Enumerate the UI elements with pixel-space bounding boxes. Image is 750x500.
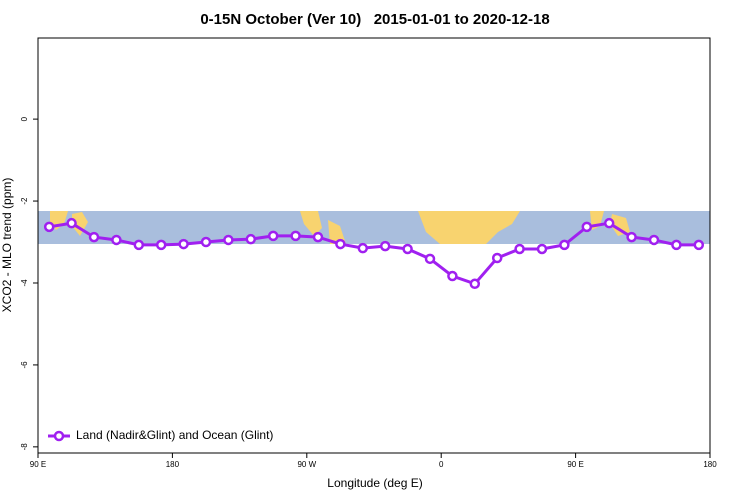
y-tick-label: 0	[20, 116, 29, 121]
data-point	[379, 240, 391, 252]
data-point	[536, 243, 548, 255]
data-point	[559, 239, 570, 251]
x-tick-label: 180	[166, 460, 180, 469]
chart-title: 0-15N October (Ver 10) 2015-01-01 to 202…	[200, 11, 549, 28]
data-point	[357, 242, 369, 254]
land	[610, 214, 630, 236]
data-point	[648, 234, 660, 246]
data-point	[491, 252, 503, 264]
data-point	[603, 217, 615, 229]
land	[300, 211, 322, 236]
data-point	[514, 243, 525, 255]
data-point	[447, 270, 458, 282]
y-axis-label: XCO2 - MLO trend (ppm)	[0, 178, 14, 313]
data-point	[424, 253, 436, 265]
land	[418, 211, 520, 244]
y-tick-label: -2	[20, 197, 29, 205]
land	[72, 212, 88, 236]
data-point	[200, 236, 212, 248]
x-tick-label: 90 E	[567, 460, 583, 469]
x-tick-label: 180	[703, 460, 717, 469]
data-point	[312, 231, 324, 243]
y-tick-label: -4	[20, 279, 29, 287]
data-point	[111, 234, 122, 246]
y-tick-label: -8	[20, 443, 29, 451]
x-tick-label: 0	[439, 460, 444, 469]
data-point	[133, 239, 145, 251]
data-point	[581, 221, 593, 233]
data-point	[43, 221, 55, 233]
x-axis-label: Longitude (deg E)	[327, 476, 422, 490]
data-point	[626, 231, 637, 243]
data-point	[290, 230, 301, 242]
data-point	[335, 238, 346, 250]
map-strip	[38, 211, 710, 244]
data-point	[178, 238, 189, 250]
data-point	[155, 239, 167, 251]
data-point	[402, 243, 413, 255]
x-tick-label: 90 E	[30, 460, 46, 469]
data-point	[245, 233, 257, 245]
data-point	[693, 239, 705, 251]
data-point	[267, 230, 279, 242]
x-tick-label: 90 W	[297, 460, 316, 469]
data-point	[88, 231, 100, 243]
y-tick-label: -6	[20, 361, 29, 369]
data-point	[66, 217, 77, 229]
data-point	[223, 234, 234, 246]
legend-label: Land (Nadir&Glint) and Ocean (Glint)	[76, 428, 273, 442]
plot-frame	[37, 37, 711, 454]
data-point	[469, 278, 481, 290]
data-point	[671, 239, 682, 251]
legend-marker	[53, 430, 65, 442]
land	[328, 220, 346, 244]
